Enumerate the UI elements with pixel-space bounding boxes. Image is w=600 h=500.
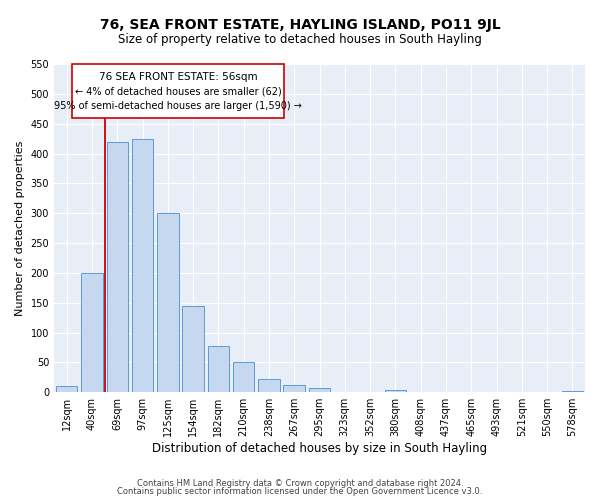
Bar — [385, 390, 406, 392]
Bar — [81, 273, 103, 392]
Bar — [233, 362, 254, 392]
Text: 76 SEA FRONT ESTATE: 56sqm: 76 SEA FRONT ESTATE: 56sqm — [98, 72, 257, 83]
Text: 95% of semi-detached houses are larger (1,590) →: 95% of semi-detached houses are larger (… — [54, 101, 302, 111]
Bar — [182, 306, 204, 392]
Bar — [56, 386, 77, 392]
Text: 76, SEA FRONT ESTATE, HAYLING ISLAND, PO11 9JL: 76, SEA FRONT ESTATE, HAYLING ISLAND, PO… — [100, 18, 500, 32]
Text: Contains HM Land Registry data © Crown copyright and database right 2024.: Contains HM Land Registry data © Crown c… — [137, 478, 463, 488]
Bar — [107, 142, 128, 392]
Bar — [283, 385, 305, 392]
Bar — [157, 213, 179, 392]
Bar — [208, 346, 229, 392]
Bar — [258, 379, 280, 392]
Text: Contains public sector information licensed under the Open Government Licence v3: Contains public sector information licen… — [118, 487, 482, 496]
FancyBboxPatch shape — [72, 64, 284, 118]
Bar — [132, 138, 153, 392]
Y-axis label: Number of detached properties: Number of detached properties — [15, 140, 25, 316]
Text: ← 4% of detached houses are smaller (62): ← 4% of detached houses are smaller (62) — [74, 87, 281, 97]
Bar — [562, 391, 583, 392]
Text: Size of property relative to detached houses in South Hayling: Size of property relative to detached ho… — [118, 32, 482, 46]
Bar — [309, 388, 330, 392]
X-axis label: Distribution of detached houses by size in South Hayling: Distribution of detached houses by size … — [152, 442, 487, 455]
